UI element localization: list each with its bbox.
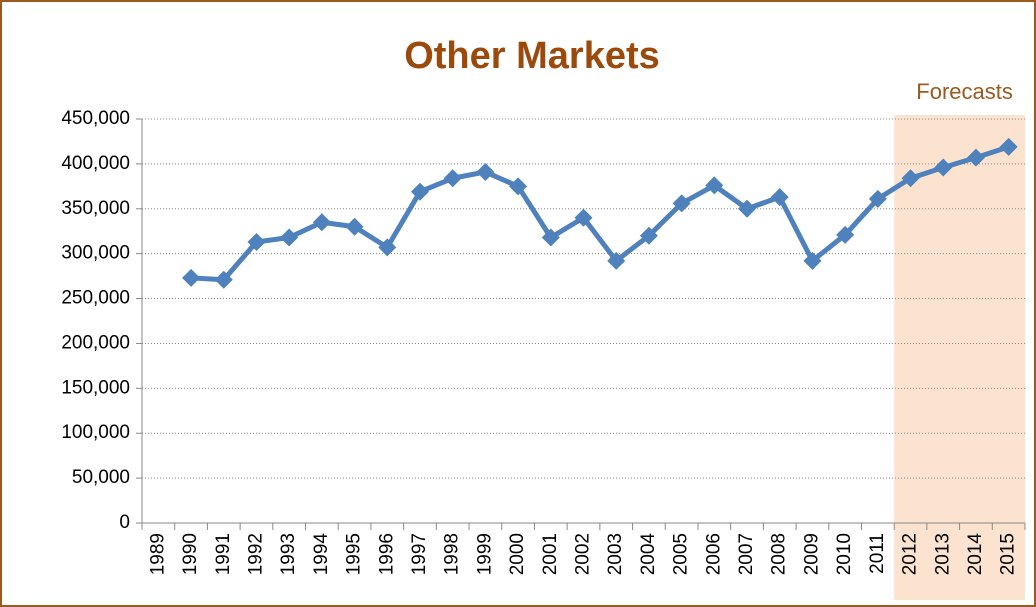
- x-tick-label: 2004: [638, 533, 659, 576]
- x-tick-label: 2003: [605, 533, 626, 575]
- x-tick-label: 1991: [213, 533, 234, 575]
- y-tick-label: 0: [119, 512, 130, 533]
- data-point: [443, 169, 462, 188]
- x-tick-label: 2009: [801, 533, 822, 575]
- x-tick-label: 1999: [474, 533, 495, 575]
- forecast-label: Forecasts: [916, 79, 1013, 104]
- y-tick-label: 100,000: [61, 422, 130, 443]
- x-tick-label: 1990: [180, 533, 201, 575]
- data-point: [966, 148, 985, 167]
- data-point: [901, 169, 920, 188]
- x-tick-label: 1996: [376, 533, 397, 575]
- x-tick-label: 1993: [278, 533, 299, 575]
- x-tick-label: 2007: [736, 533, 757, 575]
- data-point: [738, 199, 757, 218]
- y-tick-label: 400,000: [61, 153, 130, 174]
- x-tick-label: 1994: [311, 533, 332, 576]
- x-tick-label: 2010: [834, 533, 855, 575]
- data-point: [868, 189, 887, 208]
- data-point: [345, 217, 364, 236]
- data-point: [509, 177, 528, 196]
- data-point: [639, 226, 658, 245]
- data-point: [934, 158, 953, 177]
- data-point: [214, 270, 233, 289]
- x-tick-label: 2008: [769, 533, 790, 575]
- x-tick-label: 2005: [671, 533, 692, 575]
- data-point: [770, 188, 789, 207]
- data-point: [182, 268, 201, 287]
- x-tick-label: 2014: [965, 533, 986, 576]
- x-tick-label: 1997: [409, 533, 430, 575]
- x-tick-label: 1995: [344, 533, 365, 575]
- data-point: [476, 162, 495, 181]
- y-tick-label: 50,000: [72, 467, 130, 488]
- x-tick-label: 2000: [507, 533, 528, 575]
- x-tick-label: 1992: [245, 533, 266, 575]
- chart-title: Other Markets: [404, 35, 660, 77]
- data-point: [705, 176, 724, 195]
- x-tick-label: 1989: [147, 533, 168, 575]
- data-point: [999, 137, 1018, 156]
- y-tick-label: 200,000: [61, 332, 130, 353]
- data-point: [541, 228, 560, 247]
- data-point: [803, 251, 822, 270]
- data-point: [836, 225, 855, 244]
- x-tick-label: 2011: [867, 533, 888, 574]
- data-point: [672, 194, 691, 213]
- y-tick-label: 350,000: [61, 198, 130, 219]
- data-point: [410, 182, 429, 201]
- data-point: [280, 228, 299, 247]
- data-point: [378, 238, 397, 257]
- y-tick-label: 250,000: [61, 288, 130, 309]
- data-point: [607, 251, 626, 270]
- x-tick-label: 2001: [540, 533, 561, 575]
- x-tick-label: 2012: [900, 533, 921, 575]
- data-point: [312, 213, 331, 232]
- x-tick-label: 1998: [442, 533, 463, 575]
- forecast-region: [894, 115, 1025, 600]
- x-tick-label: 2006: [703, 533, 724, 575]
- data-point: [574, 208, 593, 227]
- x-tick-label: 2015: [998, 533, 1019, 575]
- y-tick-label: 300,000: [61, 243, 130, 264]
- data-point: [247, 232, 266, 251]
- y-tick-label: 150,000: [61, 377, 130, 398]
- y-tick-label: 450,000: [61, 108, 130, 129]
- x-tick-label: 2013: [932, 533, 953, 575]
- x-tick-label: 2002: [573, 533, 594, 575]
